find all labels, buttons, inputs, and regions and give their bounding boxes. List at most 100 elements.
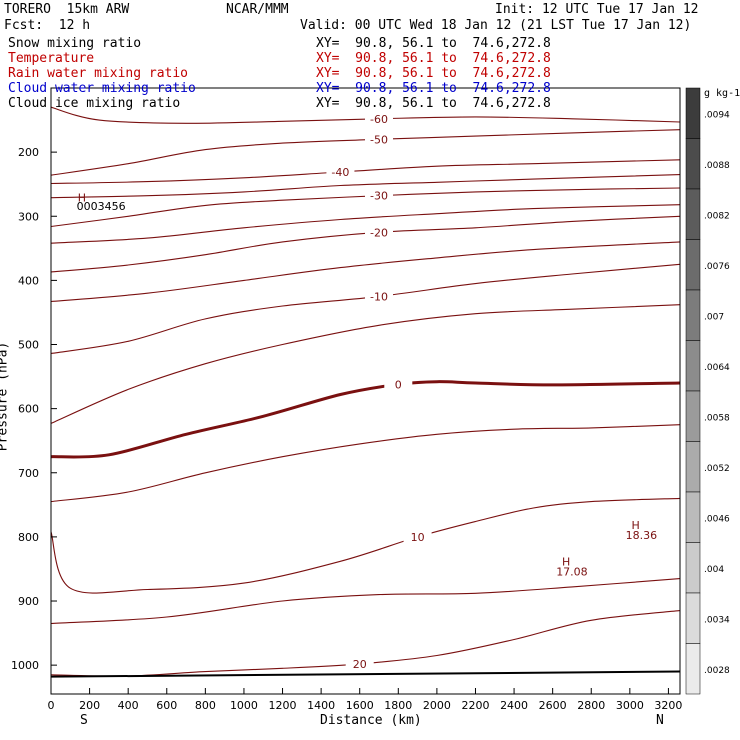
colorbar-swatch — [685, 87, 701, 139]
y-tick-label: 1000 — [11, 659, 39, 672]
x-tick-label: 2800 — [577, 699, 605, 712]
valid-time: Valid: 00 UTC Wed 18 Jan 12 (21 LST Tue … — [300, 18, 692, 33]
y-tick-label: 200 — [18, 146, 39, 159]
legend-xy-cloud-water: XY= 90.8, 56.1 to 74.6,272.8 — [316, 81, 551, 96]
isotherm-label-bg — [384, 377, 413, 391]
legend-xy-snow: XY= 90.8, 56.1 to 74.6,272.8 — [316, 36, 551, 51]
isotherm--10 — [50, 263, 681, 355]
colorbar-tick-label: .0046 — [704, 514, 730, 524]
annotation-label: H — [78, 192, 86, 205]
x-tick-label: 2400 — [500, 699, 528, 712]
isotherm-label-bg — [345, 656, 374, 670]
x-tick-label: 1800 — [384, 699, 412, 712]
isotherm-label--20: -20 — [370, 226, 388, 239]
model-title: TORERO 15km ARW — [4, 2, 130, 17]
x-axis-south: S — [80, 713, 88, 728]
isotherm--25 — [50, 204, 681, 244]
legend-label-rain: Rain water mixing ratio — [8, 66, 189, 81]
isotherm-label--40: -40 — [331, 166, 349, 179]
x-tick-label: 1600 — [346, 699, 374, 712]
colorbar-tick-label: .0064 — [704, 363, 730, 373]
y-tick-label: 400 — [18, 274, 39, 287]
isotherm-10 — [50, 497, 681, 594]
isotherm-label-0: 0 — [395, 378, 402, 391]
colorbar-swatch — [685, 491, 701, 543]
legend-xy-cloud-ice: XY= 90.8, 56.1 to 74.6,272.8 — [316, 96, 551, 111]
isotherm-label-bg — [365, 111, 394, 125]
isotherm--40 — [50, 159, 681, 185]
isotherm-label--60: -60 — [370, 113, 388, 126]
colorbar-tick-label: .0058 — [704, 413, 730, 423]
isotherm--35 — [50, 174, 681, 199]
isotherm-0 — [50, 380, 681, 459]
annotation-label: 18.36 — [626, 529, 658, 542]
colorbar-tick-label: .007 — [704, 312, 724, 322]
y-tick-label: 500 — [18, 339, 39, 352]
y-tick-label: 600 — [18, 403, 39, 416]
colorbar-swatch — [685, 542, 701, 594]
center-name: NCAR/MMM — [226, 2, 289, 17]
colorbar-tick-label: .0052 — [704, 464, 730, 474]
init-time: Init: 12 UTC Tue 17 Jan 12 — [495, 2, 699, 17]
colorbar-swatch — [685, 390, 701, 442]
colorbar-tick-label: .0076 — [704, 262, 730, 272]
x-tick-label: 3000 — [616, 699, 644, 712]
isotherm-label-bg — [365, 225, 394, 239]
isotherm--20 — [50, 215, 681, 273]
colorbar-swatch — [685, 188, 701, 240]
legend-xy-temperature: XY= 90.8, 56.1 to 74.6,272.8 — [316, 51, 551, 66]
isotherm-label-bg — [326, 165, 355, 179]
annotation-label: H — [562, 556, 570, 569]
isotherm--30 — [50, 187, 681, 228]
isotherm-label-20: 20 — [353, 658, 367, 671]
x-tick-label: 2600 — [539, 699, 567, 712]
y-axis-ticks: 200 300 400 500 600 700 800 900 1000 — [11, 146, 57, 672]
x-tick-label: 0 — [48, 699, 55, 712]
colorbar-swatch — [685, 289, 701, 341]
isotherm-label--50: -50 — [370, 133, 388, 146]
x-tick-label: 1000 — [230, 699, 258, 712]
isotherm-label-bg — [365, 132, 394, 146]
colorbar-tick-label: .0088 — [704, 161, 730, 171]
colorbar-tick-label: .0082 — [704, 211, 730, 221]
legend-label-cloud-water: Cloud water mixing ratio — [8, 81, 196, 96]
isotherm-5 — [50, 424, 681, 503]
x-axis-ticks: 0 200 400 600 800 1000 1200 1400 1600 1800 2000 220… — [48, 688, 682, 712]
isotherm-label-bg — [365, 188, 394, 202]
plot-frame — [50, 87, 681, 695]
colorbar-swatch — [685, 239, 701, 291]
colorbar-tick-label: .0034 — [704, 615, 730, 625]
legend-label-temperature: Temperature — [8, 51, 95, 66]
colorbar-tick-label: .004 — [704, 565, 724, 575]
colorbar-swatch — [685, 441, 701, 493]
y-tick-label: 300 — [18, 210, 39, 223]
isotherm-contours: -60 -50 -40 -30 -20 -10 0 10 20 — [50, 106, 681, 678]
x-tick-label: 200 — [79, 699, 100, 712]
legend-xy-rain: XY= 90.8, 56.1 to 74.6,272.8 — [316, 66, 551, 81]
x-tick-label: 800 — [195, 699, 216, 712]
y-tick-label: 800 — [18, 531, 39, 544]
colorbar-swatch — [685, 138, 701, 190]
x-tick-label: 2000 — [423, 699, 451, 712]
isotherm--50 — [50, 129, 681, 176]
annotation-label: H — [631, 519, 639, 532]
isotherm--15 — [50, 241, 681, 303]
colorbar-tick-label: .0028 — [704, 666, 730, 676]
surface-line — [50, 670, 681, 678]
colorbar-swatch — [685, 643, 701, 695]
colorbar-swatch — [685, 592, 701, 644]
isotherm-label-10: 10 — [411, 531, 425, 544]
colorbar: .0094 .0088 .0082 .0076 .007 .0064 .0058 .0052.… — [685, 87, 730, 695]
annotation-label: 0003456 — [77, 200, 126, 213]
x-axis-north: N — [656, 713, 664, 728]
isotherm-15 — [50, 578, 681, 625]
isotherm-label--30: -30 — [370, 190, 388, 203]
x-tick-label: 1400 — [307, 699, 335, 712]
isotherm-label-bg — [403, 529, 432, 543]
x-tick-label: 2200 — [461, 699, 489, 712]
x-axis-label: Distance (km) — [320, 713, 422, 728]
y-axis-label: Pressure (hPa) — [0, 341, 11, 452]
x-tick-label: 600 — [156, 699, 177, 712]
x-tick-label: 1200 — [269, 699, 297, 712]
isotherm-label-bg — [365, 289, 394, 303]
